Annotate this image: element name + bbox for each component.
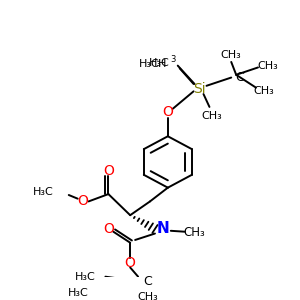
Text: H₃C: H₃C: [33, 187, 54, 197]
Text: H: H: [158, 59, 166, 69]
Text: O: O: [103, 222, 114, 236]
Text: N: N: [157, 221, 169, 236]
Text: CH₃: CH₃: [221, 50, 242, 60]
Text: Si: Si: [193, 82, 206, 96]
Text: CH₃: CH₃: [138, 292, 158, 300]
Text: 3: 3: [170, 55, 175, 64]
Text: CH₃: CH₃: [257, 61, 278, 70]
Text: H₃C: H₃C: [149, 58, 170, 68]
Text: CH₃: CH₃: [254, 86, 274, 96]
Text: O: O: [125, 256, 136, 270]
Text: CH₃: CH₃: [201, 111, 222, 121]
Text: O: O: [162, 104, 173, 118]
Text: O: O: [103, 164, 114, 178]
Text: H₃C: H₃C: [75, 272, 95, 282]
Text: C: C: [235, 71, 244, 84]
Text: H₃C: H₃C: [139, 59, 160, 69]
Text: O: O: [77, 194, 88, 208]
Text: CH₃: CH₃: [184, 226, 206, 239]
Text: C: C: [144, 275, 152, 288]
Text: H₃C: H₃C: [68, 288, 88, 298]
